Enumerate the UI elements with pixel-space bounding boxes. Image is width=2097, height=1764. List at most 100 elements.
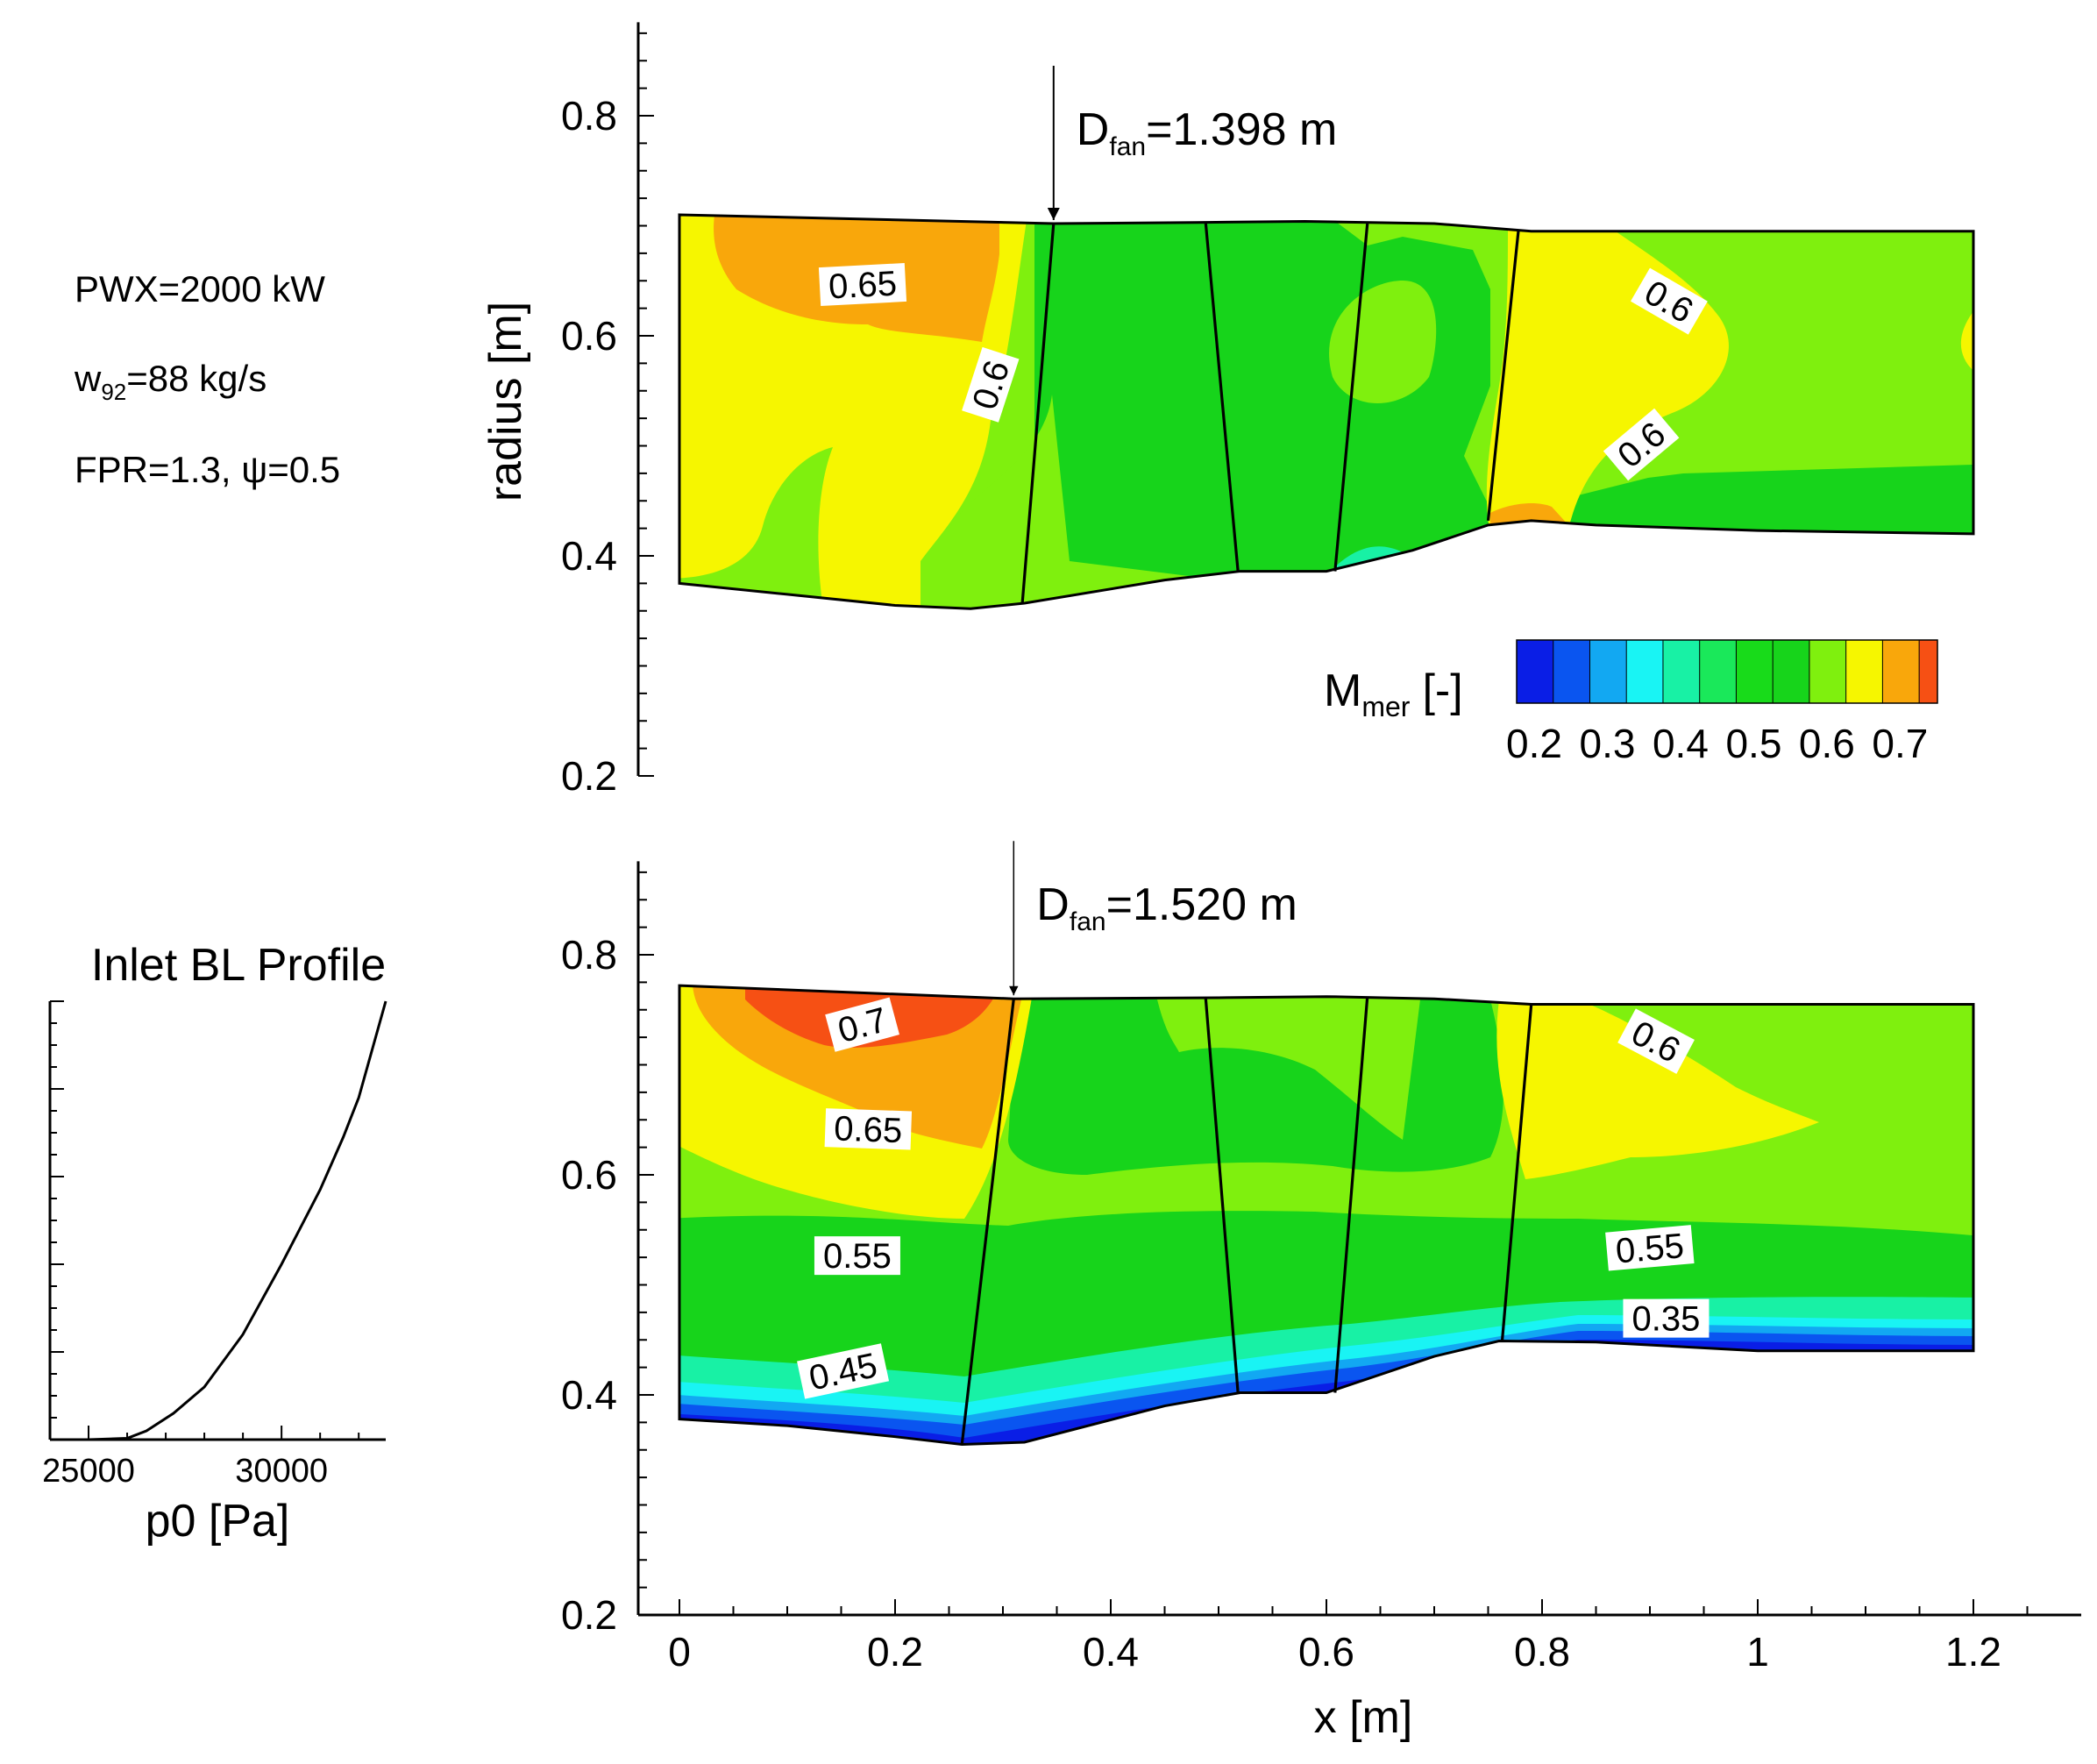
bottom-contour-labels: 0.70.650.550.450.60.550.35 [797, 997, 1710, 1399]
bottom-contour-label-7: 0.35 [1623, 1298, 1710, 1339]
top-contour-label-text: 0.65 [828, 265, 898, 307]
top-contour-label-bg [1603, 408, 1680, 481]
x-axis-label: x [m] [1314, 1692, 1413, 1743]
bottom-zone-0.50b [1008, 999, 1503, 1175]
bottom-dfan-label: Dfan=1.520 m [1036, 879, 1297, 936]
legend-swatch-7 [1736, 640, 1774, 703]
legend-title-subscript: mer [1361, 691, 1410, 722]
bottom-x-tick-label: 0.6 [1298, 1629, 1354, 1675]
bottom-contour-label-bg [825, 997, 899, 1052]
bl-x-tick-label: 25000 [42, 1453, 135, 1490]
top-dfan-value: =1.398 m [1146, 104, 1337, 155]
bottom-contour-label-bg [814, 1236, 900, 1276]
mass-flow-text: w92=88 kg/s [74, 358, 267, 405]
top-fan-diameter-annotation: Dfan=1.398 m [1047, 65, 1338, 220]
bottom-contour-panel: 0.70.650.550.450.60.550.35 0.20.40.60.80… [561, 841, 2081, 1743]
mass-flow-value: =88 kg/s [126, 358, 267, 399]
bottom-blade-4 [1500, 1004, 1533, 1341]
legend-title-unit: [-] [1422, 665, 1462, 716]
bottom-blade-3 [1333, 996, 1369, 1393]
bottom-zone-0.60b [1496, 999, 1819, 1179]
top-blade-3 [1333, 223, 1369, 572]
top-dfan-symbol: D [1077, 104, 1110, 155]
legend-tick-label: 0.7 [1872, 721, 1928, 766]
top-zone-0.50 [1034, 219, 1973, 609]
top-y-tick-label: 0.8 [561, 93, 617, 139]
legend-tick-label: 0.6 [1799, 721, 1855, 766]
top-blade-4 [1486, 231, 1520, 522]
bottom-contour-label-text: 0.35 [1632, 1300, 1701, 1339]
bottom-fan-diameter-annotation: Dfan=1.520 m [1009, 841, 1297, 996]
legend-swatch-2 [1553, 640, 1590, 703]
bottom-x-tick-label: 0.4 [1083, 1629, 1139, 1675]
bottom-contour-label-text: 0.65 [834, 1109, 903, 1150]
bottom-contour-label-6: 0.55 [1605, 1225, 1695, 1271]
legend-swatch-3 [1589, 640, 1627, 703]
inlet-bl-profile-panel: Inlet BL Profile 25000 30000 p0 [Pa] [42, 940, 387, 1547]
top-domain-outline [678, 213, 1975, 610]
top-zone-0.55c [947, 395, 1245, 609]
top-blade-2 [1204, 222, 1240, 572]
legend-swatch-6 [1699, 640, 1737, 703]
top-contour-label-bg [1631, 267, 1708, 335]
bottom-axes: 0.2 0.4 0.6 0.8 0 0.2 0.4 0.6 0.8 1 1.2 [561, 861, 2081, 1675]
legend-tick-label: 0.5 [1725, 721, 1781, 766]
top-zone-0.60c [1960, 307, 1973, 377]
power-text: PWX=2000 kW [75, 268, 325, 309]
bottom-contour-label-2: 0.65 [824, 1108, 913, 1150]
top-contour-label-1: 0.65 [818, 262, 907, 307]
legend-swatch-10 [1845, 640, 1883, 703]
legend-tick-label: 0.3 [1580, 721, 1636, 766]
legend-tick-labels: 0.2 0.3 0.4 0.5 0.6 0.7 [1506, 721, 1928, 766]
bottom-domain-outline [678, 984, 1975, 1446]
bottom-y-tick-label: 0.2 [561, 1592, 617, 1638]
legend-swatch-9 [1809, 640, 1847, 703]
legend-swatch-5 [1662, 640, 1701, 703]
fpr-psi-text: FPR=1.3, ψ=0.5 [75, 449, 340, 490]
bottom-x-tick-label: 1.2 [1945, 1629, 2001, 1675]
legend-title-symbol: M [1324, 665, 1361, 716]
mass-flow-subscript: 92 [101, 379, 126, 405]
bottom-contour-label-bg [797, 1343, 890, 1399]
bottom-contour-label-text: 0.55 [823, 1237, 892, 1276]
top-blade-1 [1020, 223, 1056, 604]
mach-colorbar-legend: Mmer [-] 0.2 0.3 0.4 0.5 0.6 0.7 [1324, 639, 1938, 766]
bottom-x-tick-label: 0.8 [1514, 1629, 1570, 1675]
legend-title: Mmer [-] [1324, 665, 1463, 722]
bottom-dfan-symbol: D [1036, 879, 1070, 930]
top-contour-label-bg [818, 262, 907, 307]
bottom-x-tick-label: 1 [1746, 1629, 1769, 1675]
bottom-contour-label-bg [1605, 1225, 1695, 1271]
legend-swatch-12 [1919, 640, 1938, 703]
bottom-blade-rows [960, 996, 1533, 1445]
legend-tick-label: 0.2 [1506, 721, 1562, 766]
top-y-axis-label: radius [m] [480, 302, 531, 501]
bottom-x-tick-label: 0.2 [867, 1629, 923, 1675]
top-blade-rows [1020, 222, 1520, 604]
top-contour-panel: 0.650.60.60.6 0.20.40.60.8 Dfan=1.398 m … [480, 22, 1975, 799]
mass-flow-symbol: w [74, 358, 102, 399]
bottom-contour-label-bg [1617, 1008, 1695, 1074]
legend-frame [1516, 639, 1938, 704]
inlet-bl-axes: 25000 30000 [42, 1000, 386, 1490]
bottom-contour-label-text: 0.55 [1614, 1227, 1685, 1271]
legend-swatch-11 [1882, 640, 1920, 703]
top-contour-label-bg [962, 346, 1020, 423]
top-dfan-label: Dfan=1.398 m [1077, 104, 1338, 161]
legend-swatches [1516, 639, 1938, 704]
top-zone-0.55b [1329, 281, 1437, 403]
bl-x-tick-label: 30000 [235, 1453, 328, 1490]
inlet-bl-title: Inlet BL Profile [91, 940, 386, 991]
bottom-dfan-subscript: fan [1070, 907, 1106, 936]
bottom-dfan-value: =1.520 m [1106, 879, 1297, 930]
bottom-y-tick-label: 0.8 [561, 932, 617, 978]
bottom-contour-label-3: 0.55 [814, 1236, 900, 1276]
top-contour-field [679, 214, 1973, 609]
inlet-bl-curve [50, 1000, 387, 1441]
legend-swatch-1 [1517, 640, 1554, 703]
top-y-tick-label: 0.2 [561, 753, 617, 799]
top-y-axis: 0.2 0.4 0.6 0.8 [561, 22, 654, 799]
bottom-y-tick-label: 0.6 [561, 1152, 617, 1198]
bottom-y-tick-label: 0.4 [561, 1372, 617, 1418]
